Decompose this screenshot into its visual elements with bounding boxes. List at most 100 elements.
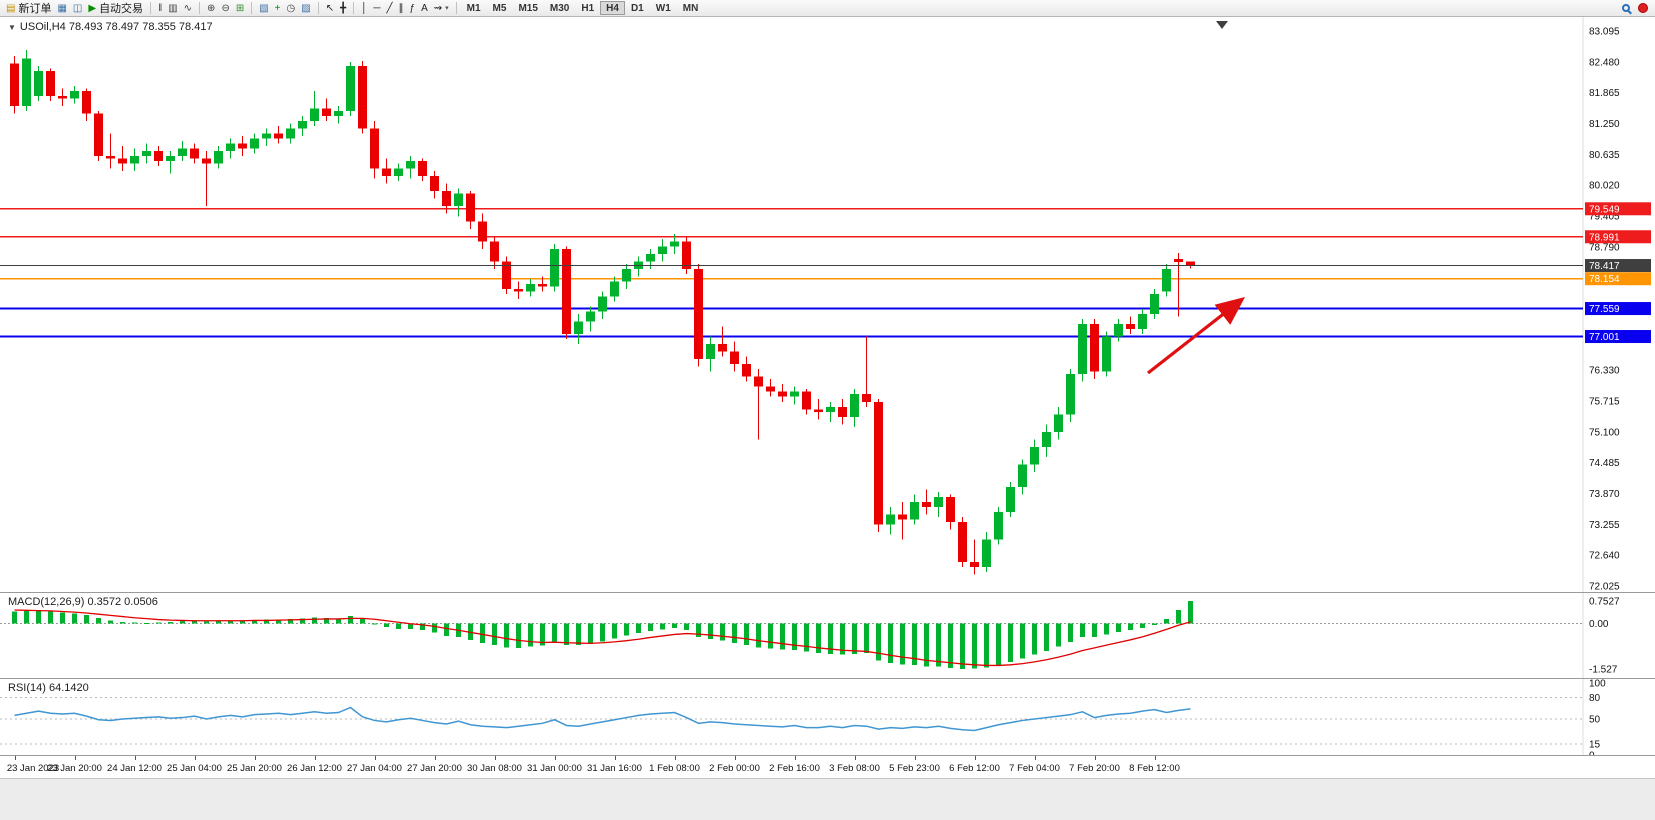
- macd-histogram-bar: [948, 623, 953, 669]
- time-axis[interactable]: 23 Jan 2023 23 Jan 20:00 24 Jan 12:00 25 Ja…: [0, 755, 1655, 778]
- fibonacci-icon: ƒ: [409, 2, 416, 14]
- timeframe-d1[interactable]: D1: [630, 3, 644, 14]
- macd-scale-label: -1.527: [1589, 664, 1618, 675]
- timeframe-m5[interactable]: M5: [492, 3, 507, 14]
- zoom-out-button[interactable]: ⊖: [218, 1, 232, 16]
- bar-chart-icon: ‖: [158, 2, 163, 14]
- price-badge-label: 78.417: [1589, 261, 1620, 272]
- chart-window-button[interactable]: ▦: [54, 1, 69, 16]
- macd-histogram-bar: [252, 619, 257, 624]
- macd-histogram-bar: [216, 621, 221, 624]
- crosshair-button[interactable]: ╋: [337, 1, 349, 16]
- timeframe-h4[interactable]: H4: [600, 1, 625, 15]
- time-tick: [1154, 756, 1156, 760]
- profiles-button[interactable]: ◫: [70, 1, 85, 16]
- chart-shift-marker[interactable]: [1216, 21, 1228, 29]
- macd-histogram-bar: [1128, 623, 1133, 630]
- macd-histogram-bar: [996, 623, 1001, 666]
- timeframe-m15[interactable]: M15: [518, 3, 538, 14]
- new-order-button[interactable]: ▤ 新订单: [3, 1, 54, 16]
- notification-icon[interactable]: [1638, 3, 1648, 13]
- timeframe-h1[interactable]: H1: [581, 3, 595, 14]
- timeframe-m1[interactable]: M1: [466, 3, 481, 14]
- line-chart-icon: ∿: [183, 2, 193, 14]
- text-button[interactable]: A: [418, 1, 431, 16]
- candle-body: [838, 406, 847, 417]
- trendline-button[interactable]: ╱: [383, 1, 395, 16]
- price-tick-label: 79.405: [1589, 212, 1620, 223]
- macd-histogram-bar: [516, 623, 521, 648]
- bar-chart-button[interactable]: ‖: [155, 1, 165, 16]
- macd-histogram-bar: [468, 623, 473, 640]
- time-label: 7 Feb 04:00: [1009, 763, 1060, 774]
- channel-button[interactable]: ∥: [396, 1, 407, 16]
- vertical-line-button[interactable]: │: [358, 1, 370, 16]
- candle-body: [250, 138, 259, 149]
- time-label: 3 Feb 08:00: [829, 763, 880, 774]
- price-badge: [1585, 230, 1651, 244]
- trendline-icon: ╱: [386, 2, 393, 14]
- search-icon[interactable]: [1622, 4, 1630, 12]
- price-badge: [1585, 272, 1651, 286]
- macd-histogram-bar: [1056, 623, 1061, 647]
- fibonacci-button[interactable]: ƒ: [407, 1, 419, 16]
- candle-body: [298, 120, 307, 129]
- chevron-down-icon[interactable]: ▾: [445, 5, 449, 12]
- templates-button[interactable]: ▨: [298, 1, 313, 16]
- time-label: 30 Jan 08:00: [467, 763, 522, 774]
- macd-histogram-bar: [588, 623, 593, 644]
- macd-histogram-bar: [36, 610, 41, 624]
- horizontal-line-button[interactable]: ─: [370, 1, 383, 16]
- macd-histogram-bar: [576, 623, 581, 645]
- indicators-icon: +: [274, 2, 281, 14]
- candle-body: [118, 158, 127, 164]
- candlestick-chart-button[interactable]: ▥: [165, 1, 180, 16]
- cursor-button[interactable]: ↖: [323, 1, 337, 16]
- macd-histogram-bar: [1140, 623, 1145, 628]
- price-tick-label: 78.790: [1589, 242, 1620, 253]
- timeframe-mn[interactable]: MN: [682, 3, 699, 14]
- candle-body: [490, 241, 499, 262]
- price-badge: [1585, 202, 1651, 216]
- macd-histogram-bar: [636, 623, 641, 633]
- line-chart-button[interactable]: ∿: [181, 1, 195, 16]
- candle-body: [70, 90, 79, 99]
- arrows-button[interactable]: ⇝ ▾: [431, 1, 452, 16]
- macd-panel-canvas[interactable]: 0.7527 0.00 -1.527: [0, 592, 1655, 678]
- rsi-indicator-label: RSI(14) 64.1420: [8, 682, 89, 694]
- candle-body: [922, 502, 931, 508]
- macd-histogram-bar: [132, 622, 137, 624]
- price-tick-label: 80.635: [1589, 150, 1620, 161]
- macd-histogram-bar: [48, 611, 53, 624]
- chart-title: USOil,H4 78.493 78.497 78.355 78.417: [19, 21, 213, 33]
- trend-arrow-annotation[interactable]: [1147, 297, 1246, 375]
- candle-body: [130, 156, 139, 164]
- macd-histogram-bar: [144, 622, 149, 624]
- candle-body: [898, 514, 907, 520]
- macd-histogram-bar: [912, 623, 917, 666]
- macd-histogram-bar: [336, 618, 341, 624]
- navigator-button[interactable]: ▧: [256, 1, 271, 16]
- candle-body: [862, 394, 871, 402]
- candle-body: [514, 288, 523, 292]
- candle-body: [370, 128, 379, 169]
- candle-body: [610, 281, 619, 297]
- indicators-button[interactable]: +: [272, 1, 284, 16]
- autotrading-button[interactable]: ▶ 自动交易: [85, 1, 146, 16]
- period-button[interactable]: ◷: [284, 1, 299, 16]
- zoom-in-button[interactable]: ⊕: [204, 1, 218, 16]
- candle-body: [34, 70, 43, 96]
- main-chart-canvas[interactable]: 83.095 82.480 81.865 81.250 80.635 80.020 79.4…: [0, 17, 1655, 592]
- candle-body: [790, 391, 799, 397]
- time-label: 23 Jan 20:00: [47, 763, 102, 774]
- candle-body: [742, 364, 751, 377]
- candle-body: [1150, 293, 1159, 315]
- macd-histogram-bar: [672, 623, 677, 629]
- candle-body: [334, 110, 343, 116]
- tile-windows-button[interactable]: ⊞: [233, 1, 247, 16]
- timeframe-w1[interactable]: W1: [655, 3, 671, 14]
- rsi-panel-canvas[interactable]: 100 80 50 150: [0, 678, 1655, 755]
- ohlc-collapse-icon[interactable]: ▼: [8, 23, 16, 32]
- macd-histogram-bar: [900, 623, 905, 665]
- timeframe-m30[interactable]: M30: [549, 3, 570, 14]
